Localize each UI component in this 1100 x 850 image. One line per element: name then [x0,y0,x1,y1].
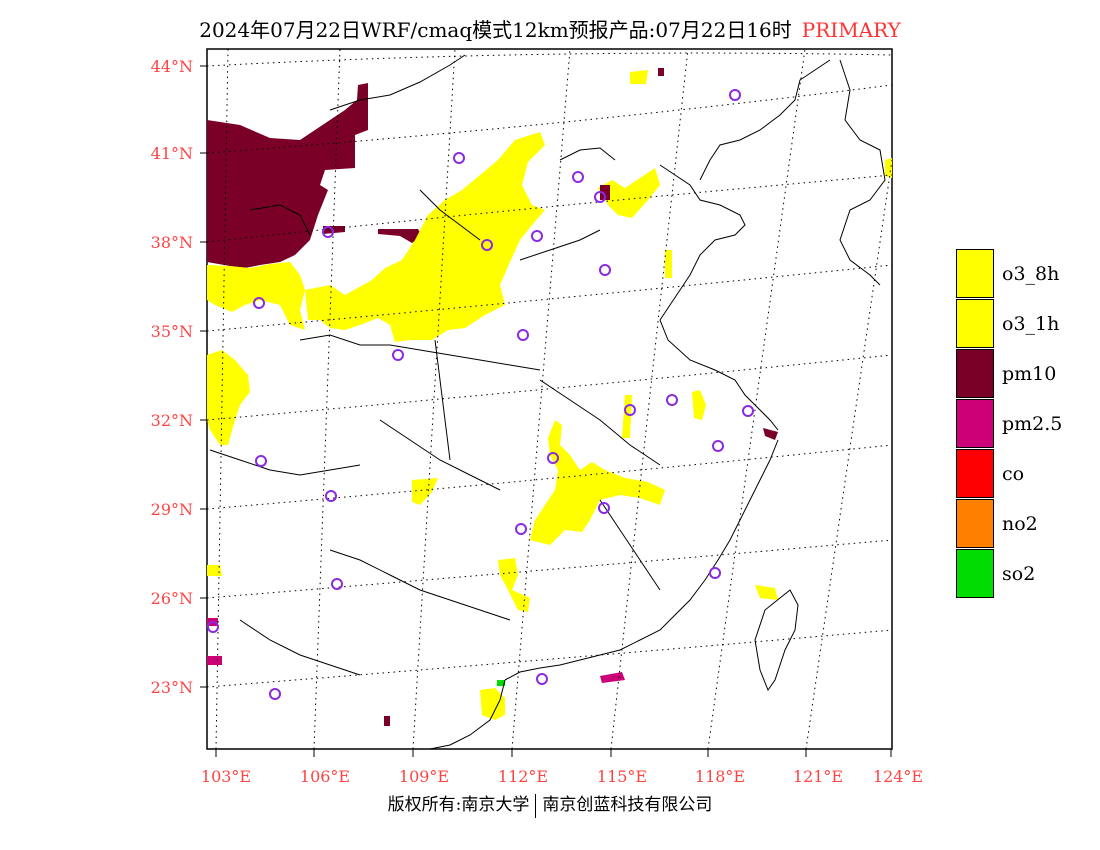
run-type-label: PRIMARY [801,18,901,42]
legend-item-pm10: pm10 [956,349,1076,399]
legend-label-co: co [1002,463,1025,485]
o3-region-inner-mongolia [630,70,648,84]
legend-swatch-pm10 [956,349,994,398]
latitude-lines [207,52,892,688]
o3-region-yunnan [207,565,222,576]
legend-item-o3-8h: o3_8h [956,249,1076,299]
o3-region-jiangsu [692,390,706,420]
legend-swatch-co [956,449,994,498]
pm25-patch-yunnan [207,656,222,665]
legend-item-so2: so2 [956,549,1076,599]
legend-label-o3-8h: o3_8h [1002,263,1060,285]
pm10-region-northwest [207,83,368,268]
copyright-left: 版权所有:南京大学 [387,795,530,815]
so2-patch [497,680,505,686]
pm10-patch-shanghai [763,428,778,440]
pm25-patch-south [600,672,625,683]
legend-item-pm25: pm2.5 [956,399,1076,449]
o3-region-shandong [665,250,672,278]
o3-region-guangdong [480,688,505,720]
lat-label-23: 23°N [151,678,193,697]
o3-region-chongqing [412,478,438,505]
lon-label-124: 124°E [873,767,923,786]
o3-region-loess [305,132,545,342]
legend-swatch-pm25 [956,399,994,448]
legend-item-o3-1h: o3_1h [956,299,1076,349]
o3-region-guangxi-strip [498,558,530,612]
legend-label-so2: so2 [1002,563,1036,585]
o3-region-hubei [530,420,665,545]
footer-separator [535,793,537,818]
pm10-patch-north [658,68,664,76]
lon-label-103: 103°E [201,767,251,786]
legend-label-pm10: pm10 [1002,363,1057,385]
lon-label-106: 106°E [300,767,350,786]
lat-label-41: 41°N [151,144,193,163]
lat-label-32: 32°N [151,411,193,430]
lon-label-118: 118°E [695,767,745,786]
lon-label-121: 121°E [793,767,843,786]
o3-region-west [207,262,305,330]
lat-label-29: 29°N [151,500,193,519]
legend-label-pm25: pm2.5 [1002,413,1063,435]
lon-label-115: 115°E [597,767,647,786]
copyright-footer: 版权所有:南京大学 南京创蓝科技有限公司 [0,790,1100,818]
legend-swatch-o3-8h [956,249,994,298]
station-markers [207,89,754,700]
legend-item-co: co [956,449,1076,499]
legend-swatch-so2 [956,549,994,598]
legend-label-no2: no2 [1002,513,1038,535]
o3-region-beijing [598,168,660,218]
pollutant-legend: o3_8h o3_1h pm10 pm2.5 co no2 so2 [956,249,1076,599]
lat-label-38: 38°N [151,233,193,252]
copyright-right: 南京创蓝科技有限公司 [542,795,713,815]
lat-label-35: 35°N [151,322,193,341]
chart-title: 2024年07月22日WRF/cmaq模式12km预报产品:07月22日16时 P… [0,14,1100,43]
latitude-axis: 44°N 41°N 38°N 35°N 32°N 29°N 26°N 23°N [151,57,207,697]
pm10-patch-beijing [600,185,610,200]
title-text: 2024年07月22日WRF/cmaq模式12km预报产品:07月22日16时 [199,18,792,42]
o3-region-taiwan-strait [755,585,778,600]
lon-label-109: 109°E [399,767,449,786]
legend-label-o3-1h: o3_1h [1002,313,1060,335]
lat-label-26: 26°N [151,589,193,608]
o3-region-sichuan-edge [207,350,250,445]
pm10-patch-central [378,229,422,243]
longitude-lines [215,49,892,749]
o3-region-east-edge [885,158,892,178]
boundaries [209,54,886,749]
legend-item-no2: no2 [956,499,1076,549]
longitude-axis: 103°E 106°E 109°E 112°E 115°E 118°E 121°… [201,749,923,786]
lon-label-112: 112°E [498,767,548,786]
legend-swatch-o3-1h [956,299,994,348]
lat-label-44: 44°N [151,57,193,76]
legend-swatch-no2 [956,499,994,548]
pm10-patch-guangdong [384,716,390,726]
